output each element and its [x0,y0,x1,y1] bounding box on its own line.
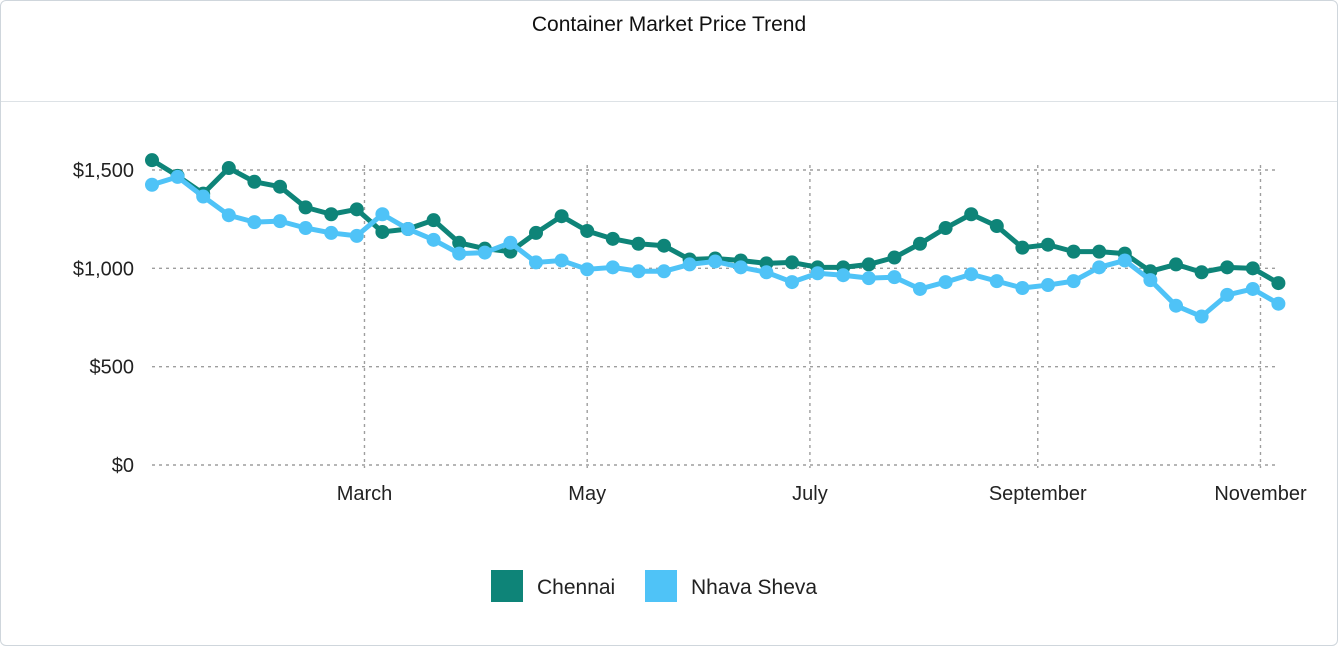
data-point-nhava-sheva [836,268,851,283]
data-point-chennai [349,202,364,217]
data-point-chennai [1169,257,1183,272]
data-point-chennai [375,224,390,239]
data-point-chennai [1194,265,1209,280]
data-point-nhava-sheva [554,253,569,268]
data-point-nhava-sheva [1092,260,1107,275]
data-point-chennai [247,174,262,189]
data-point-nhava-sheva [708,254,723,269]
data-point-nhava-sheva [861,271,876,286]
data-point-nhava-sheva [273,214,287,229]
card-header: Container Market Price Trend [1,1,1337,102]
data-point-chennai [529,225,543,240]
data-point-nhava-sheva [989,274,1004,289]
series-line-nhava-sheva [149,174,1281,320]
data-point-nhava-sheva [1041,278,1055,293]
data-point-chennai [1220,260,1235,275]
data-point-nhava-sheva [1143,273,1158,288]
data-point-chennai [1245,261,1260,276]
data-point-chennai [298,200,313,215]
data-point-nhava-sheva [324,225,339,240]
data-point-chennai [861,257,876,272]
data-point-nhava-sheva [682,257,697,272]
data-point-chennai [964,207,979,222]
x-tick-label: November [1214,483,1307,505]
data-point-chennai [657,238,671,253]
x-tick-label: May [568,483,606,505]
legend-swatch-chennai [491,570,523,602]
data-point-nhava-sheva [938,275,953,290]
data-point-chennai [554,209,569,224]
data-point-chennai [580,223,595,238]
data-point-nhava-sheva [196,189,211,204]
data-point-nhava-sheva [1066,274,1081,289]
data-point-nhava-sheva [375,207,390,222]
data-point-chennai [605,231,620,246]
data-point-chennai [913,236,927,251]
data-point-nhava-sheva [1271,296,1286,311]
data-point-nhava-sheva [401,222,415,236]
data-point-nhava-sheva [1220,287,1235,302]
data-point-chennai [452,235,467,250]
chart-title: Container Market Price Trend [531,13,807,36]
x-tick-label: July [792,483,828,505]
data-point-nhava-sheva [247,215,262,230]
data-point-nhava-sheva [477,245,492,260]
data-point-nhava-sheva [733,260,748,275]
y-tick-label: $0 [112,455,134,477]
data-point-chennai [426,213,441,228]
data-point-chennai [273,179,287,194]
data-point-chennai [1092,244,1107,259]
data-point-chennai [221,161,236,176]
legend-label-nhava-sheva: Nhava Sheva [691,576,817,599]
data-point-nhava-sheva [964,267,979,282]
data-point-chennai [938,221,953,236]
y-tick-label: $500 [90,357,135,379]
data-point-nhava-sheva [785,275,799,290]
data-point-nhava-sheva [631,264,646,279]
legend-label-chennai: Chennai [537,576,615,599]
data-point-nhava-sheva [221,208,236,223]
data-point-chennai [1015,240,1030,255]
data-point-nhava-sheva [887,270,902,285]
data-point-nhava-sheva [1015,281,1030,295]
data-point-chennai [631,236,646,251]
data-point-chennai [1041,237,1055,252]
data-point-nhava-sheva [452,246,467,261]
x-tick-label: September [989,483,1087,505]
data-point-chennai [1271,276,1286,291]
data-point-chennai [785,255,799,270]
data-point-nhava-sheva [426,232,441,247]
data-point-nhava-sheva [145,177,159,192]
data-point-nhava-sheva [580,262,595,277]
data-point-nhava-sheva [605,260,620,275]
data-point-chennai [324,207,339,222]
data-point-nhava-sheva [913,281,927,296]
data-point-chennai [887,250,902,265]
data-point-nhava-sheva [657,264,671,279]
data-point-nhava-sheva [1194,309,1209,324]
data-point-nhava-sheva [503,235,518,250]
data-point-nhava-sheva [1245,281,1260,296]
data-point-chennai [989,219,1004,234]
data-point-nhava-sheva [1117,253,1132,268]
data-point-nhava-sheva [170,169,185,184]
y-tick-label: $1,000 [73,258,134,280]
data-point-nhava-sheva [759,265,774,280]
data-point-nhava-sheva [1169,298,1183,313]
data-point-chennai [145,153,159,168]
y-tick-label: $1,500 [73,160,134,182]
data-point-nhava-sheva [810,266,825,281]
legend-swatch-nhava-sheva [645,570,677,602]
data-point-nhava-sheva [298,221,313,236]
data-point-chennai [1066,244,1081,259]
data-point-nhava-sheva [349,228,364,243]
data-point-nhava-sheva [529,255,543,270]
x-tick-label: March [337,483,393,505]
